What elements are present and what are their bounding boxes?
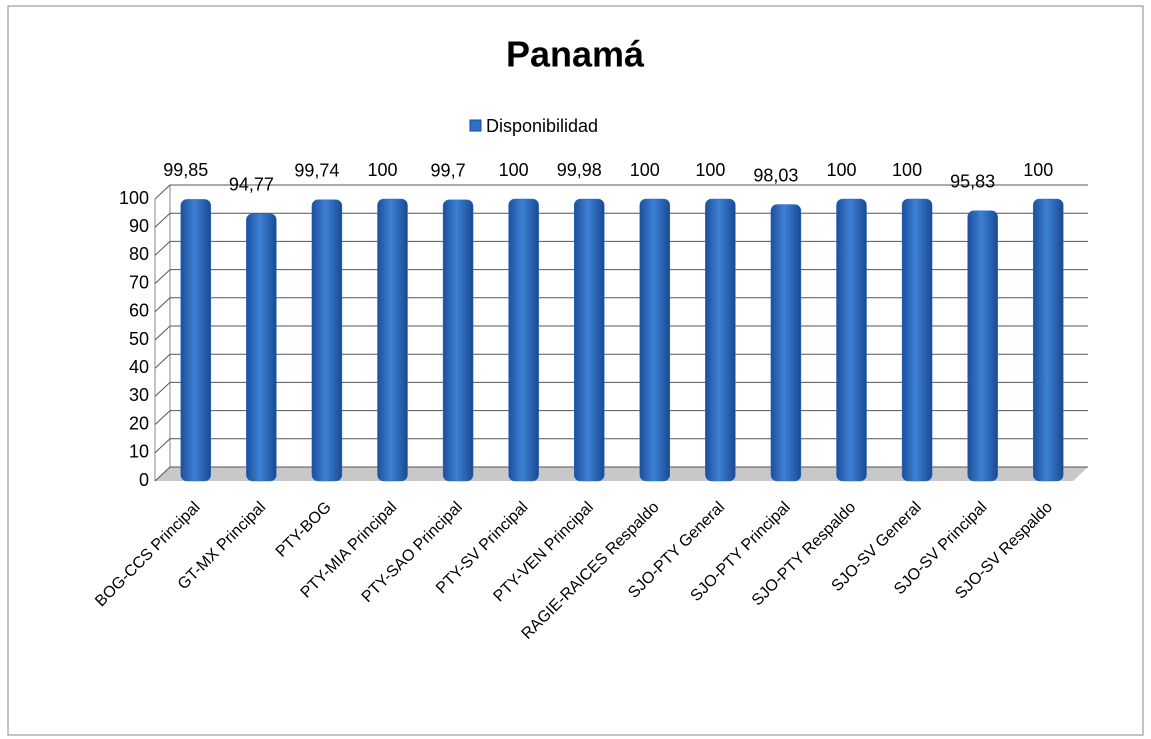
y-tick-label: 80 xyxy=(129,244,149,264)
y-tick-label: 20 xyxy=(129,413,149,433)
value-label: 99,74 xyxy=(294,160,339,180)
value-label: 100 xyxy=(1023,160,1053,180)
y-tick-label: 100 xyxy=(119,188,149,208)
value-label: 99,98 xyxy=(557,160,602,180)
value-label: 99,7 xyxy=(431,161,466,181)
y-tick-label: 60 xyxy=(129,301,149,321)
legend-swatch xyxy=(469,119,482,132)
bar xyxy=(442,199,474,482)
bar xyxy=(836,198,867,482)
value-label: 100 xyxy=(499,160,529,180)
floor xyxy=(155,467,1088,481)
y-tick-label: 50 xyxy=(129,329,149,349)
value-label: 100 xyxy=(695,160,725,180)
legend-label: Disponibilidad xyxy=(486,116,598,136)
bar xyxy=(180,199,212,482)
bar xyxy=(901,198,933,482)
value-label: 100 xyxy=(826,160,856,180)
chart-title: Panamá xyxy=(506,34,645,75)
bar xyxy=(967,210,998,482)
y-tick-label: 30 xyxy=(129,385,149,405)
bar xyxy=(1032,198,1064,482)
y-tick-label: 40 xyxy=(129,357,149,377)
value-label: 95,83 xyxy=(950,172,995,192)
value-label: 98,03 xyxy=(753,165,798,185)
value-label: 99,85 xyxy=(163,160,208,180)
bar xyxy=(639,198,671,482)
y-tick-label: 0 xyxy=(139,470,149,490)
bar xyxy=(508,198,539,482)
grid-line xyxy=(154,184,1088,200)
y-tick-label: 90 xyxy=(129,216,149,236)
value-label: 94,77 xyxy=(229,174,274,194)
value-label: 100 xyxy=(892,160,922,180)
bar xyxy=(770,204,802,482)
bar xyxy=(246,213,277,482)
bar xyxy=(705,198,736,482)
value-label: 100 xyxy=(630,160,660,180)
bar xyxy=(573,198,605,482)
bar xyxy=(377,198,408,482)
y-tick-label: 10 xyxy=(129,442,149,462)
value-label: 100 xyxy=(367,160,397,180)
y-tick-label: 70 xyxy=(129,272,149,292)
bar xyxy=(311,199,343,482)
